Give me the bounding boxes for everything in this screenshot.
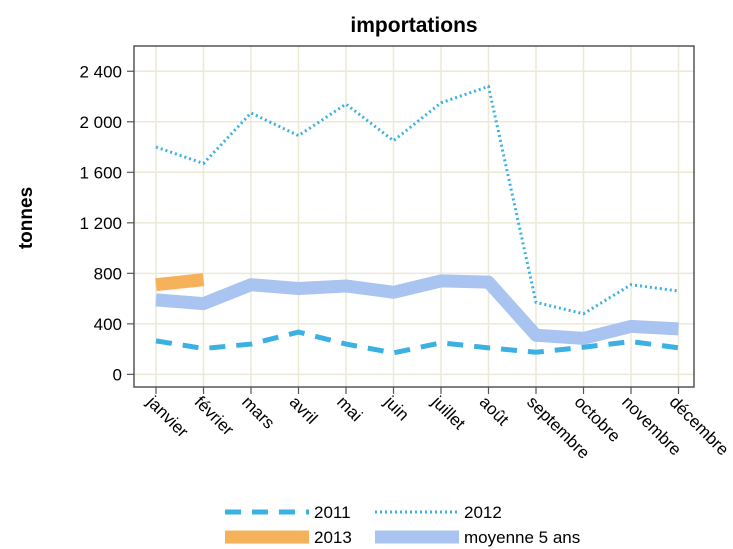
x-tick-label: mai (333, 392, 366, 425)
x-tick-label: juin (380, 392, 413, 425)
series-layer (155, 84, 679, 356)
x-tick-label: février (191, 392, 238, 439)
series-line-2012 (155, 84, 679, 316)
x-tick-label: mars (238, 392, 278, 432)
y-tick-label: 0 (113, 365, 122, 384)
y-axis-label: tonnes (16, 187, 37, 249)
x-tick-label: août (476, 392, 513, 429)
plot-frame (133, 45, 695, 388)
x-tick-label: avril (286, 392, 321, 427)
x-tick-label: juillet (427, 392, 469, 434)
y-tick-label: 400 (94, 315, 122, 334)
series-line-2013 (155, 273, 205, 292)
legend-label: 2013 (314, 528, 352, 547)
y-tick-label: 1 200 (79, 214, 122, 233)
y-tick-label: 800 (94, 264, 122, 283)
y-tick-label: 2 000 (79, 113, 122, 132)
y-tick-label: 1 600 (79, 163, 122, 182)
y-tick-label: 2 400 (79, 62, 122, 81)
y-axis: 0 400 800 1 200 1 600 2 000 2 400 (79, 62, 134, 384)
legend: 2011 2012 2013 moyenne 5 ans (225, 503, 580, 547)
legend-label: 2012 (464, 503, 502, 522)
legend-label: 2011 (314, 503, 351, 522)
grid (134, 46, 694, 387)
series-line-moyenne-5-ans (155, 274, 679, 345)
series-line-2011 (155, 329, 679, 356)
legend-label: moyenne 5 ans (464, 528, 580, 547)
x-tick-label: janvier (142, 392, 192, 442)
chart-title: importations (350, 14, 477, 37)
